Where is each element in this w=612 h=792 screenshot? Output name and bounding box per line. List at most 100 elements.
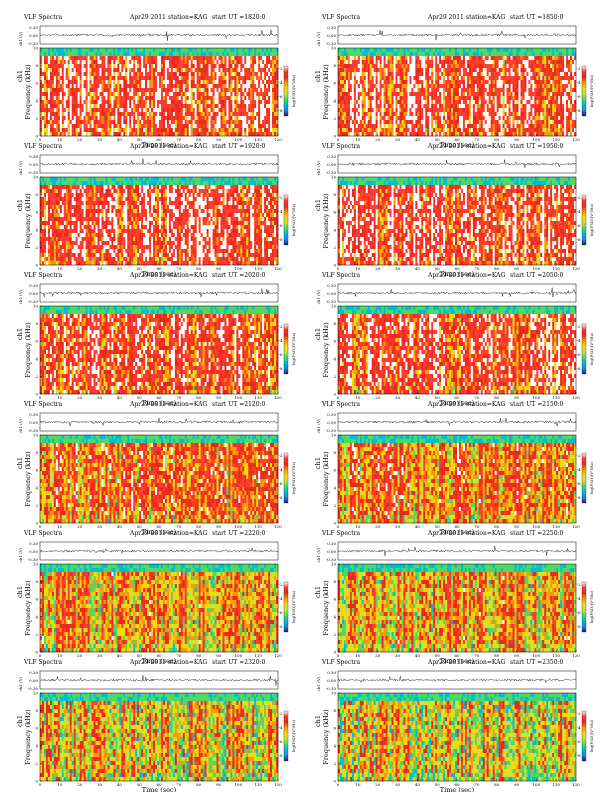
colorbar-tick: -4 — [577, 725, 581, 730]
waveform-y-tick: 0.00 — [29, 549, 38, 554]
waveform-y-tick: 0.30 — [327, 283, 336, 288]
colorbar-label: log(PSD)(V²/Hz) — [589, 461, 594, 494]
freq-tick-label: 4 — [35, 614, 38, 619]
time-tick-label: 120 — [572, 653, 580, 658]
colorbar-tick: -8 — [577, 237, 581, 242]
freq-tick-label: 4 — [333, 356, 336, 361]
time-tick-label: 50 — [435, 782, 441, 787]
spectra-panel: VLF Spectra Apr29 2011 station=KAG start UT… — [12, 12, 296, 149]
freq-tick-label: 10 — [33, 433, 39, 438]
colorbar — [581, 581, 587, 633]
panel-start-time: start UT =2220:0 — [212, 530, 266, 537]
freq-tick-label: 2 — [35, 245, 38, 250]
colorbar-tick: -2 — [577, 66, 581, 71]
freq-tick-label: 6 — [35, 597, 38, 602]
spectra-chart: VLF Spectra Apr29 2011 station=KAG start UT… — [16, 401, 296, 536]
time-tick-label: 0 — [337, 395, 340, 400]
time-tick-label: 50 — [137, 782, 143, 787]
colorbar-tick: -6 — [577, 94, 581, 99]
time-tick-label: 110 — [552, 782, 560, 787]
waveform-y-tick: 0.00 — [29, 33, 38, 38]
time-tick-label: 100 — [235, 524, 243, 529]
panel-title: VLF Spectra — [23, 143, 63, 150]
freq-tick-label: 10 — [331, 691, 337, 696]
time-tick-label: 120 — [572, 524, 580, 529]
colorbar-tick: -4 — [577, 467, 581, 472]
waveform-frame — [337, 25, 577, 45]
freq-tick-label: 6 — [333, 597, 336, 602]
time-tick-label: 20 — [77, 137, 83, 142]
waveform-y-tick: 0.30 — [327, 412, 336, 417]
time-tick-label: 80 — [494, 782, 500, 787]
time-tick-label: 70 — [474, 395, 480, 400]
freq-tick-label: 4 — [333, 98, 336, 103]
freq-tick-label: 0 — [333, 392, 336, 397]
panel-station: station=KAG — [168, 143, 207, 150]
waveform-y-tick: 0.00 — [327, 162, 336, 167]
freq-tick-label: 6 — [333, 726, 336, 731]
time-tick-label: 100 — [235, 266, 243, 271]
time-tick-label: 90 — [514, 137, 520, 142]
time-tick-label: 110 — [552, 395, 560, 400]
spectra-panel: VLF Spectra Apr29 2011 station=KAG start UT… — [12, 399, 296, 536]
time-tick-label: 50 — [435, 395, 441, 400]
spectrogram-heatmap — [40, 435, 279, 524]
colorbar-tick: -6 — [279, 223, 283, 228]
time-tick-label: 60 — [454, 524, 460, 529]
panel-start-time: start UT =2020:0 — [212, 272, 266, 279]
time-tick-label: 120 — [572, 395, 580, 400]
freq-axis-label: Frequency (kHz) — [24, 709, 32, 765]
freq-tick-label: 2 — [35, 632, 38, 637]
time-tick-label: 120 — [274, 266, 282, 271]
freq-tick-label: 4 — [333, 227, 336, 232]
waveform-frame — [337, 670, 577, 690]
panel-start-time: start UT =1920:0 — [212, 143, 266, 150]
colorbar — [581, 323, 587, 375]
colorbar-tick: -8 — [577, 366, 581, 371]
waveform-y-tick: -0.30 — [28, 557, 39, 562]
time-tick-label: 90 — [216, 395, 222, 400]
time-tick-label: 80 — [494, 653, 500, 658]
panel-start-time: start UT =1850:0 — [510, 14, 564, 21]
waveform-line — [39, 417, 279, 427]
freq-tick-label: 6 — [333, 339, 336, 344]
panel-station: station=KAG — [168, 530, 207, 537]
panel-start-time: start UT =2050:0 — [510, 272, 564, 279]
colorbar — [283, 581, 289, 633]
time-tick-label: 30 — [97, 266, 103, 271]
time-tick-label: 10 — [57, 524, 63, 529]
time-tick-label: 0 — [39, 137, 42, 142]
freq-tick-label: 8 — [35, 321, 38, 326]
time-tick-label: 60 — [454, 266, 460, 271]
colorbar-tick: -8 — [279, 624, 283, 629]
spectrogram-heatmap — [338, 435, 577, 524]
waveform-frame — [39, 25, 279, 45]
colorbar-tick: -2 — [279, 66, 283, 71]
time-tick-label: 90 — [514, 782, 520, 787]
panel-date: Apr29 2011 — [129, 659, 166, 666]
freq-tick-label: 4 — [35, 743, 38, 748]
spectra-panel: VLF Spectra Apr29 2011 station=KAG start UT… — [310, 141, 594, 278]
colorbar-tick: -6 — [577, 352, 581, 357]
time-tick-label: 40 — [415, 782, 421, 787]
waveform-y-tick: 0.30 — [327, 670, 336, 675]
time-tick-label: 30 — [395, 524, 401, 529]
spectra-panel: VLF Spectra Apr29 2011 station=KAG start UT… — [12, 528, 296, 665]
panel-start-time: start UT =2250:0 — [510, 530, 564, 537]
colorbar-tick: -8 — [577, 108, 581, 113]
waveform-line — [39, 546, 279, 554]
freq-tick-label: 4 — [35, 485, 38, 490]
time-tick-label: 10 — [57, 395, 63, 400]
waveform-line — [337, 676, 576, 684]
time-tick-label: 0 — [39, 395, 42, 400]
waveform-y-tick: 0.00 — [327, 678, 336, 683]
waveform-line — [39, 29, 279, 41]
freq-tick-label: 10 — [331, 562, 337, 567]
colorbar-tick: -4 — [279, 467, 283, 472]
freq-tick-label: 6 — [333, 210, 336, 215]
colorbar-tick: -8 — [279, 237, 283, 242]
waveform-y-tick: -0.30 — [28, 299, 39, 304]
time-tick-label: 60 — [156, 137, 162, 142]
waveform-y-tick: -0.30 — [326, 557, 337, 562]
waveform-y-label: ch1 (V) — [316, 289, 321, 304]
